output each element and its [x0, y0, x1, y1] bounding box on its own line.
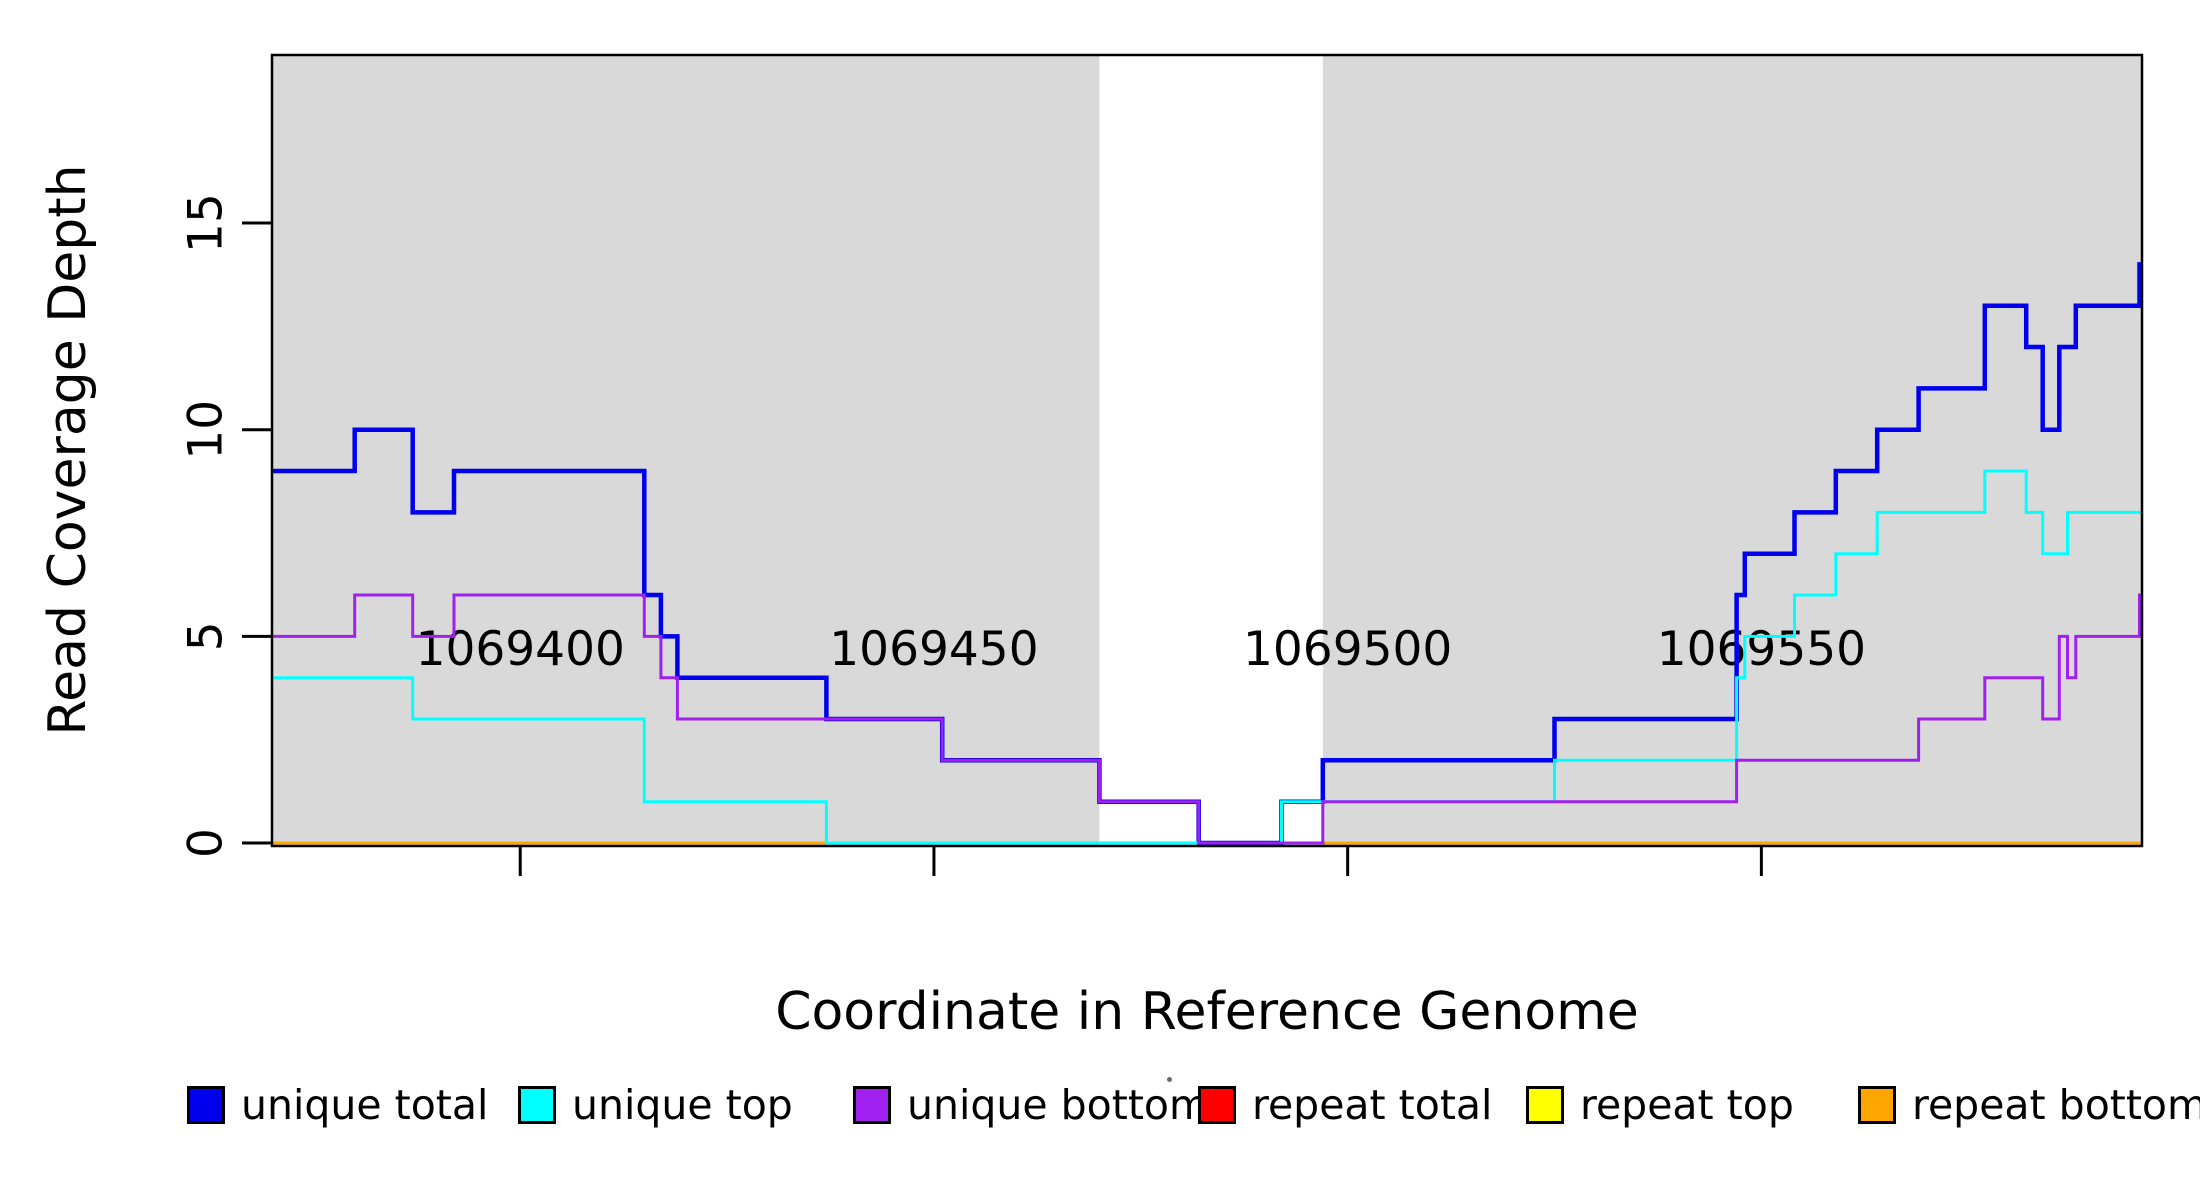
legend-label: unique bottom	[907, 1081, 1209, 1129]
legend: unique total unique top unique bottom re…	[0, 1078, 2200, 1132]
legend-item: repeat bottom	[1858, 1078, 2200, 1132]
x-tick-label: 1069450	[829, 622, 1038, 677]
legend-item: unique top	[518, 1078, 793, 1132]
legend-swatch	[1198, 1086, 1236, 1124]
legend-label: repeat bottom	[1912, 1081, 2200, 1129]
series-line-unique-bottom	[272, 593, 2142, 845]
legend-item: repeat top	[1526, 1078, 1794, 1132]
legend-swatch	[187, 1086, 225, 1124]
legend-label: repeat top	[1580, 1081, 1794, 1129]
shaded-region-shaded-right	[1322, 55, 2142, 846]
y-axis-title: Read Coverage Depth	[38, 164, 98, 736]
x-tick-label: 1069400	[416, 622, 625, 677]
legend-item: unique total	[187, 1078, 488, 1132]
y-tick-label: 10	[178, 400, 233, 460]
legend-label: unique top	[572, 1081, 793, 1129]
y-tick-label: 0	[178, 828, 233, 858]
shaded-region-shaded-left	[272, 55, 1100, 846]
series-line-unique-total	[272, 262, 2142, 846]
legend-swatch	[1526, 1086, 1564, 1124]
legend-swatch	[1858, 1086, 1896, 1124]
x-tick-label: 1069550	[1657, 622, 1866, 677]
stray-dot-artifact	[1167, 1077, 1172, 1082]
legend-swatch	[518, 1086, 556, 1124]
legend-item: unique bottom	[853, 1078, 1209, 1132]
legend-label: repeat total	[1252, 1081, 1493, 1129]
x-tick-label: 1069500	[1243, 622, 1452, 677]
plot-border	[270, 53, 2144, 848]
legend-item: repeat total	[1198, 1078, 1492, 1132]
legend-label: unique total	[241, 1081, 489, 1129]
y-tick-label: 15	[178, 193, 233, 253]
series-line-unique-top	[272, 469, 2142, 845]
x-axis-title: Coordinate in Reference Genome	[775, 982, 1639, 1042]
y-tick-label: 5	[178, 621, 233, 651]
legend-swatch	[853, 1086, 891, 1124]
